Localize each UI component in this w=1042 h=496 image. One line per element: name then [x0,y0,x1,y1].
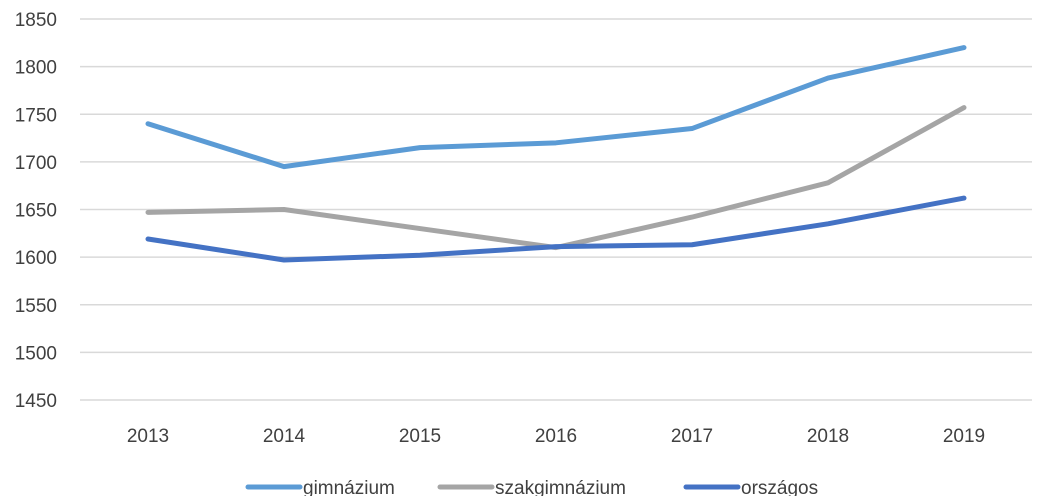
x-tick-label: 2018 [807,426,849,447]
data-point [418,145,422,150]
y-tick-label: 1750 [15,105,57,126]
x-tick-label: 2015 [399,426,441,447]
data-point [690,215,694,220]
data-point [690,126,694,131]
x-tick-label: 2016 [535,426,577,447]
data-point [690,242,694,247]
y-tick-label: 1650 [15,201,57,222]
y-tick-label: 1850 [15,10,57,31]
legend-label: szakgimnázium [495,478,626,496]
data-point [826,221,830,226]
data-point [146,237,150,242]
x-tick-label: 2014 [263,426,306,447]
x-tick-label: 2013 [127,426,169,447]
series-lines [145,45,967,263]
data-point [282,164,286,169]
x-tick-label: 2017 [671,426,713,447]
data-point [146,210,150,215]
data-point [962,45,966,50]
data-point [146,121,150,126]
y-tick-label: 1500 [15,343,57,364]
legend-item-2: szakgimnázium [437,478,626,496]
data-point [282,207,286,212]
x-tick-label: 2019 [943,426,985,447]
data-point [282,257,286,262]
data-point [826,76,830,81]
data-point [418,253,422,258]
data-point [554,244,558,249]
y-axis: 1450 1500 1550 1600 1650 1700 1750 1800 1850 [15,10,57,412]
y-tick-label: 1450 [15,391,57,412]
legend: gimnázium szakgimnázium országos [245,478,818,496]
y-tick-label: 1800 [15,58,57,79]
data-point [962,196,966,201]
legend-item-3: országos [683,478,818,496]
series-line-2 [145,105,967,251]
legend-label: gimnázium [303,478,395,496]
data-point [418,226,422,231]
data-point [826,180,830,185]
data-point [554,140,558,145]
y-tick-label: 1550 [15,296,57,317]
legend-label: országos [741,478,818,496]
y-tick-label: 1600 [15,248,57,269]
legend-item-1: gimnázium [245,478,395,496]
x-axis: 2013 2014 2015 2016 2017 2018 2019 [127,426,985,447]
y-tick-label: 1700 [15,153,57,174]
series-line-1 [145,45,967,170]
data-point [962,105,966,110]
